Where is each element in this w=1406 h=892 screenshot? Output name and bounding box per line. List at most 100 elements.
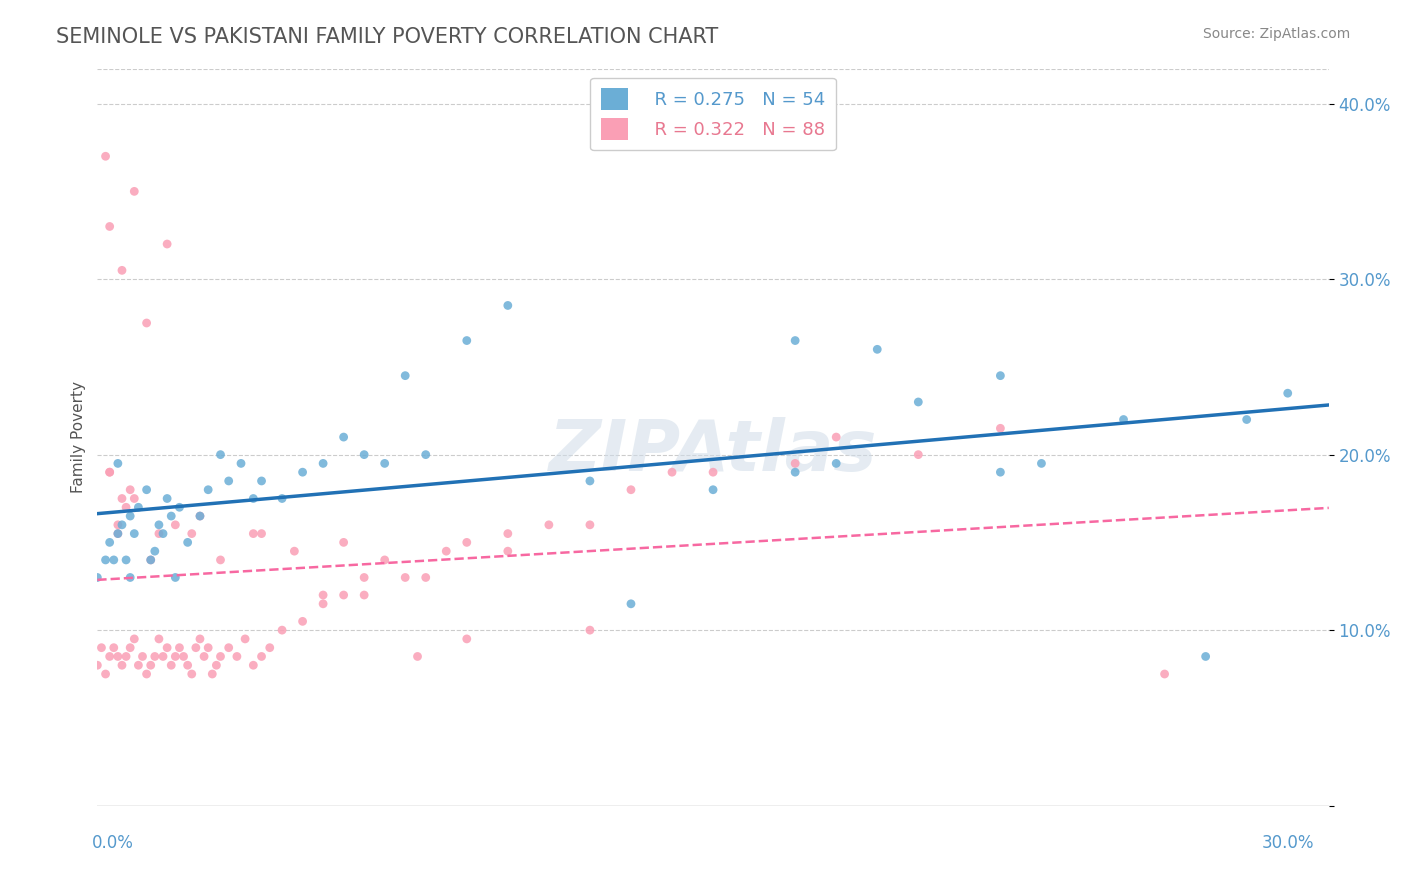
Point	[135, 667, 157, 681]
Point	[94, 553, 117, 567]
Point	[169, 640, 191, 655]
Point	[415, 570, 437, 584]
Point	[702, 483, 724, 497]
Point	[209, 553, 232, 567]
Point	[990, 368, 1012, 383]
Point	[291, 615, 314, 629]
Point	[98, 649, 121, 664]
Point	[229, 457, 252, 471]
Point	[165, 649, 187, 664]
Legend:   R = 0.275   N = 54,   R = 0.322   N = 88: R = 0.275 N = 54, R = 0.322 N = 88	[591, 78, 835, 151]
Point	[135, 316, 157, 330]
Point	[907, 448, 929, 462]
Point	[1236, 412, 1258, 426]
Point	[825, 457, 848, 471]
Point	[111, 517, 134, 532]
Point	[456, 535, 478, 549]
Point	[434, 544, 457, 558]
Point	[160, 509, 183, 524]
Point	[312, 588, 335, 602]
Point	[176, 658, 198, 673]
Point	[127, 658, 149, 673]
Point	[374, 457, 396, 471]
Point	[312, 597, 335, 611]
Point	[579, 474, 602, 488]
Point	[86, 570, 108, 584]
Point	[115, 649, 138, 664]
Point	[209, 649, 232, 664]
Point	[242, 491, 264, 506]
Point	[120, 640, 142, 655]
Point	[156, 237, 179, 252]
Point	[990, 421, 1012, 435]
Point	[620, 483, 643, 497]
Text: 0.0%: 0.0%	[91, 834, 134, 852]
Point	[148, 517, 170, 532]
Point	[226, 649, 249, 664]
Point	[152, 526, 174, 541]
Point	[169, 500, 191, 515]
Point	[579, 623, 602, 637]
Point	[94, 667, 117, 681]
Point	[456, 632, 478, 646]
Point	[394, 368, 416, 383]
Point	[86, 658, 108, 673]
Point	[188, 509, 211, 524]
Point	[990, 465, 1012, 479]
Point	[152, 649, 174, 664]
Point	[242, 658, 264, 673]
Point	[148, 526, 170, 541]
Point	[250, 526, 273, 541]
Point	[218, 474, 240, 488]
Point	[124, 526, 146, 541]
Point	[456, 334, 478, 348]
Point	[394, 570, 416, 584]
Point	[193, 649, 215, 664]
Point	[496, 298, 519, 312]
Point	[143, 544, 166, 558]
Point	[332, 588, 354, 602]
Point	[103, 553, 125, 567]
Point	[107, 649, 129, 664]
Point	[785, 334, 807, 348]
Point	[131, 649, 153, 664]
Point	[103, 640, 125, 655]
Point	[143, 649, 166, 664]
Point	[785, 457, 807, 471]
Point	[188, 632, 211, 646]
Text: ZIPAtlas: ZIPAtlas	[548, 417, 877, 486]
Point	[115, 500, 138, 515]
Point	[1031, 457, 1053, 471]
Point	[406, 649, 429, 664]
Text: 30.0%: 30.0%	[1263, 834, 1315, 852]
Point	[180, 667, 202, 681]
Point	[124, 185, 146, 199]
Point	[291, 465, 314, 479]
Point	[139, 658, 162, 673]
Point	[94, 149, 117, 163]
Point	[415, 448, 437, 462]
Point	[537, 517, 560, 532]
Point	[1194, 649, 1216, 664]
Point	[115, 553, 138, 567]
Point	[218, 640, 240, 655]
Point	[165, 517, 187, 532]
Point	[233, 632, 256, 646]
Point	[496, 526, 519, 541]
Text: SEMINOLE VS PAKISTANI FAMILY POVERTY CORRELATION CHART: SEMINOLE VS PAKISTANI FAMILY POVERTY COR…	[56, 27, 718, 46]
Point	[107, 526, 129, 541]
Point	[184, 640, 207, 655]
Point	[124, 632, 146, 646]
Point	[201, 667, 224, 681]
Point	[156, 640, 179, 655]
Point	[165, 570, 187, 584]
Point	[259, 640, 281, 655]
Point	[209, 448, 232, 462]
Point	[250, 649, 273, 664]
Point	[332, 430, 354, 444]
Point	[1112, 412, 1135, 426]
Point	[180, 526, 202, 541]
Point	[1277, 386, 1299, 401]
Point	[120, 509, 142, 524]
Point	[111, 263, 134, 277]
